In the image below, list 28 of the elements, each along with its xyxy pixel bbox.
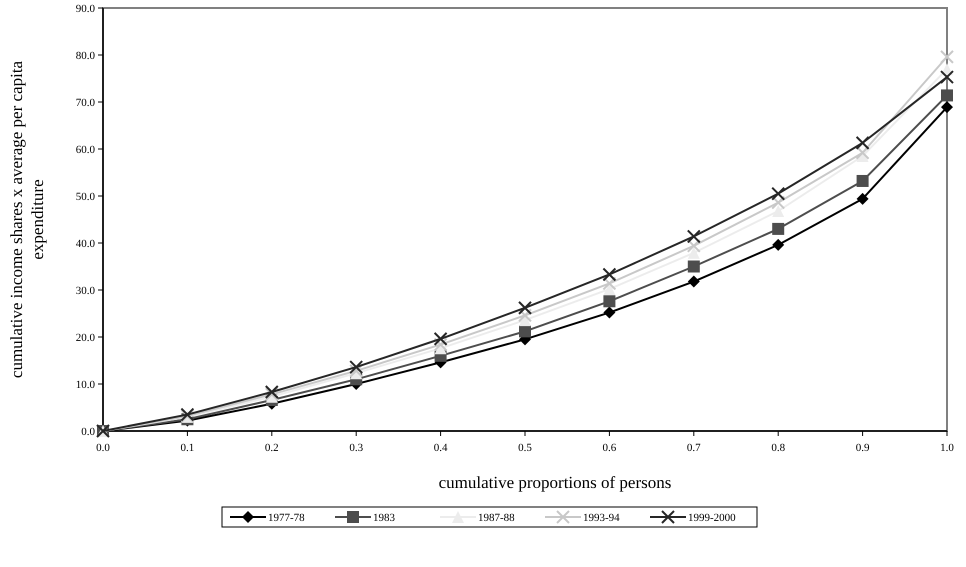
x-tick-label: 0.4 (434, 442, 448, 454)
x-tick-label: 0.3 (349, 442, 364, 454)
x-tick-label: 0.6 (602, 442, 617, 454)
y-tick-label: 50.0 (76, 190, 96, 203)
y-tick-label: 40.0 (76, 238, 96, 250)
y-tick-label: 70.0 (76, 96, 96, 109)
y-tick-label: 30.0 (76, 284, 96, 297)
y-axis-title: cumulative income shares x average per capita expenditure (7, 60, 47, 378)
x-tick-label: 1.0 (940, 442, 954, 454)
y-tick-label: 80.0 (76, 50, 96, 62)
y-tick-label: 90.0 (76, 2, 96, 15)
x-tick-label: 0.8 (771, 442, 786, 454)
x-tick-label: 0.7 (686, 442, 702, 454)
y-tick-label: 20.0 (76, 332, 96, 344)
legend-label: 1983 (373, 512, 396, 524)
x-tick-label: 0.5 (518, 442, 532, 454)
x-tick-label: 0.2 (264, 442, 279, 454)
x-tick-label: 0.0 (96, 442, 110, 454)
x-tick-label: 0.1 (180, 442, 194, 454)
y-tick-label: 0.0 (81, 426, 96, 438)
legend-label: 1987-88 (478, 512, 516, 524)
y-tick-label: 60.0 (76, 144, 96, 156)
legend-label: 1999-2000 (688, 512, 736, 524)
x-tick-label: 0.9 (856, 442, 870, 454)
x-axis-title: cumulative proportions of persons (438, 473, 672, 492)
y-tick-label: 10.0 (76, 378, 96, 391)
legend-label: 1977-78 (268, 512, 306, 524)
legend-label: 1993-94 (583, 512, 620, 524)
